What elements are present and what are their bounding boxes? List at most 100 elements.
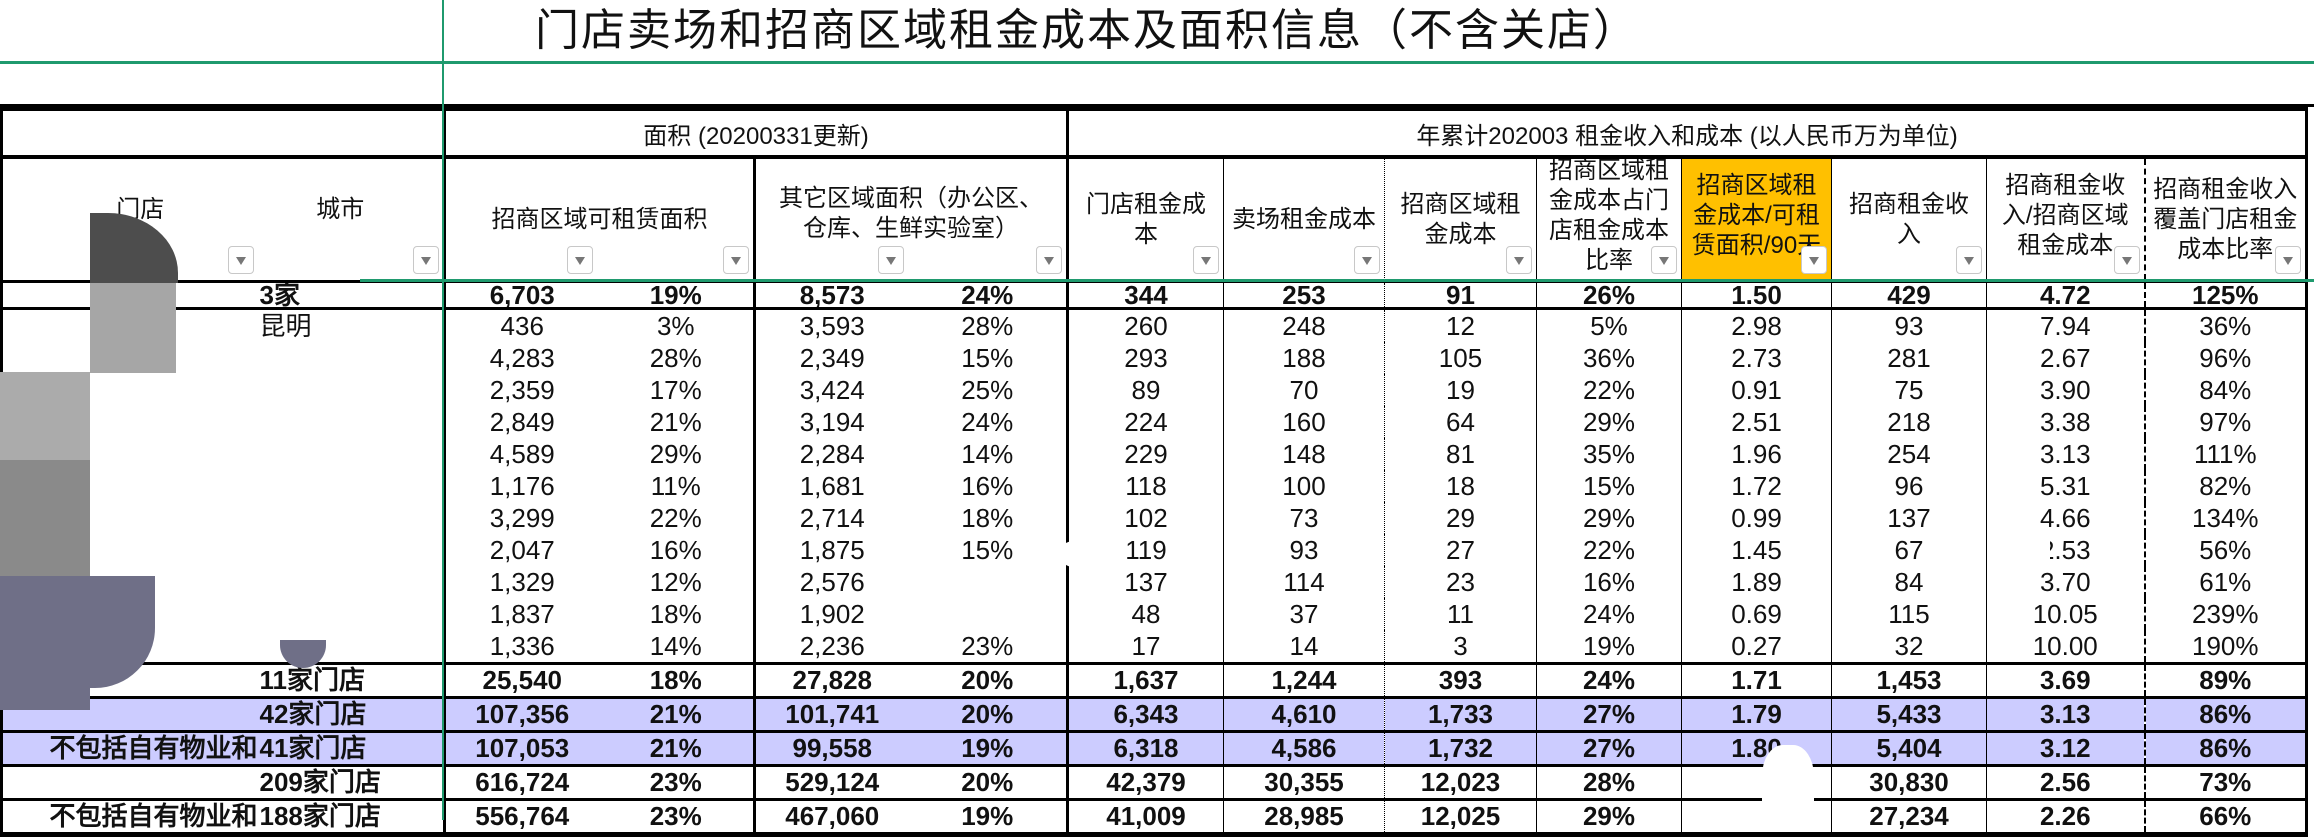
cell-value[interactable]: 105 xyxy=(1384,342,1537,374)
cell-value[interactable]: 4,589 xyxy=(443,438,599,470)
cell-value[interactable]: 19% xyxy=(598,281,755,310)
cell-value[interactable]: 89 xyxy=(1066,374,1224,406)
cell-value[interactable]: 66% xyxy=(2143,798,2309,837)
cell-value[interactable]: 107,053 xyxy=(443,730,599,766)
cell-value[interactable]: 75 xyxy=(1831,374,1987,406)
cell-value[interactable]: 160 xyxy=(1223,406,1385,438)
cell-value[interactable]: 2.73 xyxy=(1681,342,1832,374)
cell-value[interactable]: 22% xyxy=(1536,534,1682,566)
cell-value[interactable]: 19% xyxy=(1536,630,1682,664)
cell-value[interactable]: 0.91 xyxy=(1681,374,1832,406)
cell-value[interactable]: 4,610 xyxy=(1223,696,1385,732)
cell-value[interactable]: 0.69 xyxy=(1681,598,1832,630)
cell-value[interactable]: 27% xyxy=(1536,696,1682,732)
cell-value[interactable]: 102 xyxy=(1066,502,1224,534)
cell-value[interactable]: 3.13 xyxy=(1986,438,2145,470)
cell-value[interactable]: 6,318 xyxy=(1066,730,1224,766)
cell-city[interactable] xyxy=(258,374,445,406)
cell-value[interactable]: 11 xyxy=(1384,598,1537,630)
cell-value[interactable]: 4,586 xyxy=(1223,730,1385,766)
cell-value[interactable]: 4.72 xyxy=(1986,281,2145,310)
cell-value[interactable]: 2.51 xyxy=(1681,406,1832,438)
cell-value[interactable]: 2.26 xyxy=(1986,798,2145,837)
cell-value[interactable]: 3.38 xyxy=(1986,406,2145,438)
cell-value[interactable]: 86% xyxy=(2143,696,2309,732)
dropdown-filter-icon[interactable] xyxy=(227,246,254,274)
cell-value[interactable]: 14% xyxy=(961,439,1014,469)
cell-value[interactable]: 20% xyxy=(908,662,1068,698)
cell-value[interactable]: 2,349 xyxy=(753,342,909,374)
cell-value[interactable]: 12% xyxy=(649,567,702,597)
cell-value[interactable]: 2,714 xyxy=(753,502,909,534)
cell-city[interactable] xyxy=(258,502,445,534)
cell-store[interactable]: 不包括自有物业和 xyxy=(0,798,258,837)
cell-value[interactable]: 21% xyxy=(598,730,755,766)
cell-value[interactable]: 25% xyxy=(961,375,1014,405)
cell-value[interactable]: 1.89 xyxy=(1681,566,1832,598)
cell-value[interactable]: 84% xyxy=(2143,374,2309,406)
cell-value[interactable]: 84 xyxy=(1831,566,1987,598)
dropdown-filter-icon[interactable] xyxy=(413,246,439,274)
cell-value[interactable]: 8,573 xyxy=(753,281,909,310)
dropdown-filter-icon[interactable] xyxy=(567,246,593,274)
cell-value[interactable]: 260 xyxy=(1066,308,1224,342)
cell-value[interactable]: 15% xyxy=(961,535,1014,565)
cell-value[interactable]: 73% xyxy=(2143,764,2309,801)
cell-value[interactable]: 35% xyxy=(1536,438,1682,470)
cell-value[interactable]: 224 xyxy=(1066,406,1224,438)
cell-value[interactable]: 26% xyxy=(1536,281,1682,310)
cell-value[interactable]: 15% xyxy=(1536,470,1682,502)
cell-value[interactable]: 29% xyxy=(1536,406,1682,438)
dropdown-filter-icon[interactable] xyxy=(2275,246,2302,274)
cell-value[interactable]: 281 xyxy=(1831,342,1987,374)
cell-value[interactable]: 17 xyxy=(1066,630,1224,664)
cell-value[interactable]: 1,336 xyxy=(443,630,599,664)
cell-value[interactable]: 10.05 xyxy=(1986,598,2145,630)
cell-value[interactable]: 529,124 xyxy=(753,764,909,801)
cell-value[interactable]: 2,849 xyxy=(443,406,599,438)
cell-value[interactable]: 1.79 xyxy=(1681,696,1832,732)
cell-city[interactable]: 3家 xyxy=(257,281,445,310)
cell-value[interactable]: 2.56 xyxy=(1986,764,2145,801)
cell-value[interactable]: 29% xyxy=(649,439,702,469)
cell-value[interactable]: 20% xyxy=(908,696,1068,732)
cell-value[interactable]: 3 xyxy=(1384,630,1537,664)
cell-city[interactable] xyxy=(258,342,445,374)
cell-value[interactable]: 5% xyxy=(1536,308,1682,342)
cell-value[interactable]: 27,828 xyxy=(753,662,909,698)
cell-value[interactable]: 23% xyxy=(598,764,755,801)
cell-value[interactable]: 15% xyxy=(961,343,1014,373)
cell-value[interactable]: 30,830 xyxy=(1831,764,1987,801)
cell-value[interactable]: 25,540 xyxy=(443,662,599,698)
dropdown-filter-icon[interactable] xyxy=(1506,246,1532,274)
cell-value[interactable]: 248 xyxy=(1223,308,1385,342)
cell-value[interactable]: 19 xyxy=(1384,374,1537,406)
cell-value[interactable]: 3.69 xyxy=(1986,662,2145,698)
cell-value[interactable]: 148 xyxy=(1223,438,1385,470)
cell-city[interactable]: 209家门店 xyxy=(257,764,445,801)
cell-value[interactable]: 22% xyxy=(649,503,702,533)
cell-value[interactable]: 100 xyxy=(1223,470,1385,502)
cell-value[interactable]: 28% xyxy=(649,343,702,373)
cell-value[interactable]: 82% xyxy=(2143,470,2309,502)
cell-value[interactable]: 2.67 xyxy=(1986,342,2145,374)
cell-city[interactable] xyxy=(258,470,445,502)
cell-value[interactable]: 10.00 xyxy=(1986,630,2145,664)
cell-value[interactable]: 1.72 xyxy=(1681,470,1832,502)
cell-value[interactable]: 218 xyxy=(1831,406,1987,438)
cell-value[interactable]: 16% xyxy=(1536,566,1682,598)
cell-value[interactable]: 22% xyxy=(1536,374,1682,406)
cell-value[interactable]: 28,985 xyxy=(1223,798,1385,837)
cell-value[interactable]: 18% xyxy=(649,599,702,629)
cell-value[interactable]: 137 xyxy=(1066,566,1224,598)
cell-city[interactable] xyxy=(258,406,445,438)
cell-value[interactable]: 3.70 xyxy=(1986,566,2145,598)
cell-value[interactable]: 1,902 xyxy=(753,598,909,630)
cell-value[interactable]: 36% xyxy=(1536,342,1682,374)
cell-value[interactable]: 5,404 xyxy=(1831,730,1987,766)
cell-value[interactable]: 436 xyxy=(443,308,599,342)
cell-value[interactable]: 89% xyxy=(2143,662,2309,698)
cell-value[interactable]: 14 xyxy=(1223,630,1385,664)
cell-value[interactable]: 23 xyxy=(1384,566,1537,598)
cell-value[interactable]: 101,741 xyxy=(753,696,909,732)
